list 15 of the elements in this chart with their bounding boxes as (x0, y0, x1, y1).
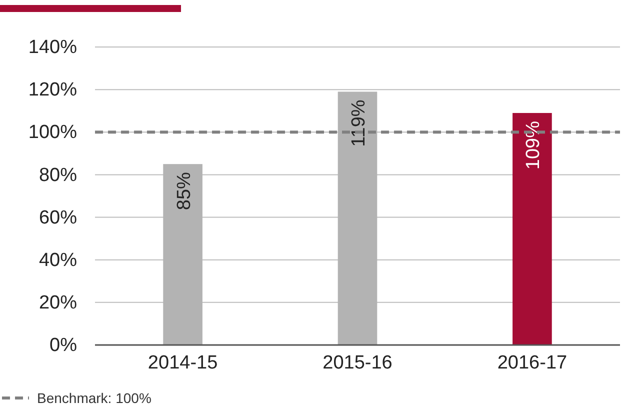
y-tick-label: 140% (28, 37, 78, 58)
data-label: 85% (174, 172, 195, 210)
x-tick-label: 2015-16 (322, 352, 392, 374)
x-tick-label: 2016-17 (497, 352, 568, 374)
data-label: 109% (523, 120, 544, 170)
x-tick-label: 2014-15 (148, 352, 218, 374)
y-tick-label: 0% (50, 335, 78, 356)
y-tick-label: 60% (38, 207, 78, 228)
y-tick-label: 120% (28, 80, 78, 101)
bar (512, 112, 552, 345)
y-tick-label: 20% (38, 292, 78, 314)
legend-label: Benchmark: 100% (37, 390, 152, 406)
y-tick-label: 80% (38, 164, 78, 186)
y-tick-label: 40% (38, 250, 78, 271)
y-tick-label: 100% (28, 122, 78, 144)
